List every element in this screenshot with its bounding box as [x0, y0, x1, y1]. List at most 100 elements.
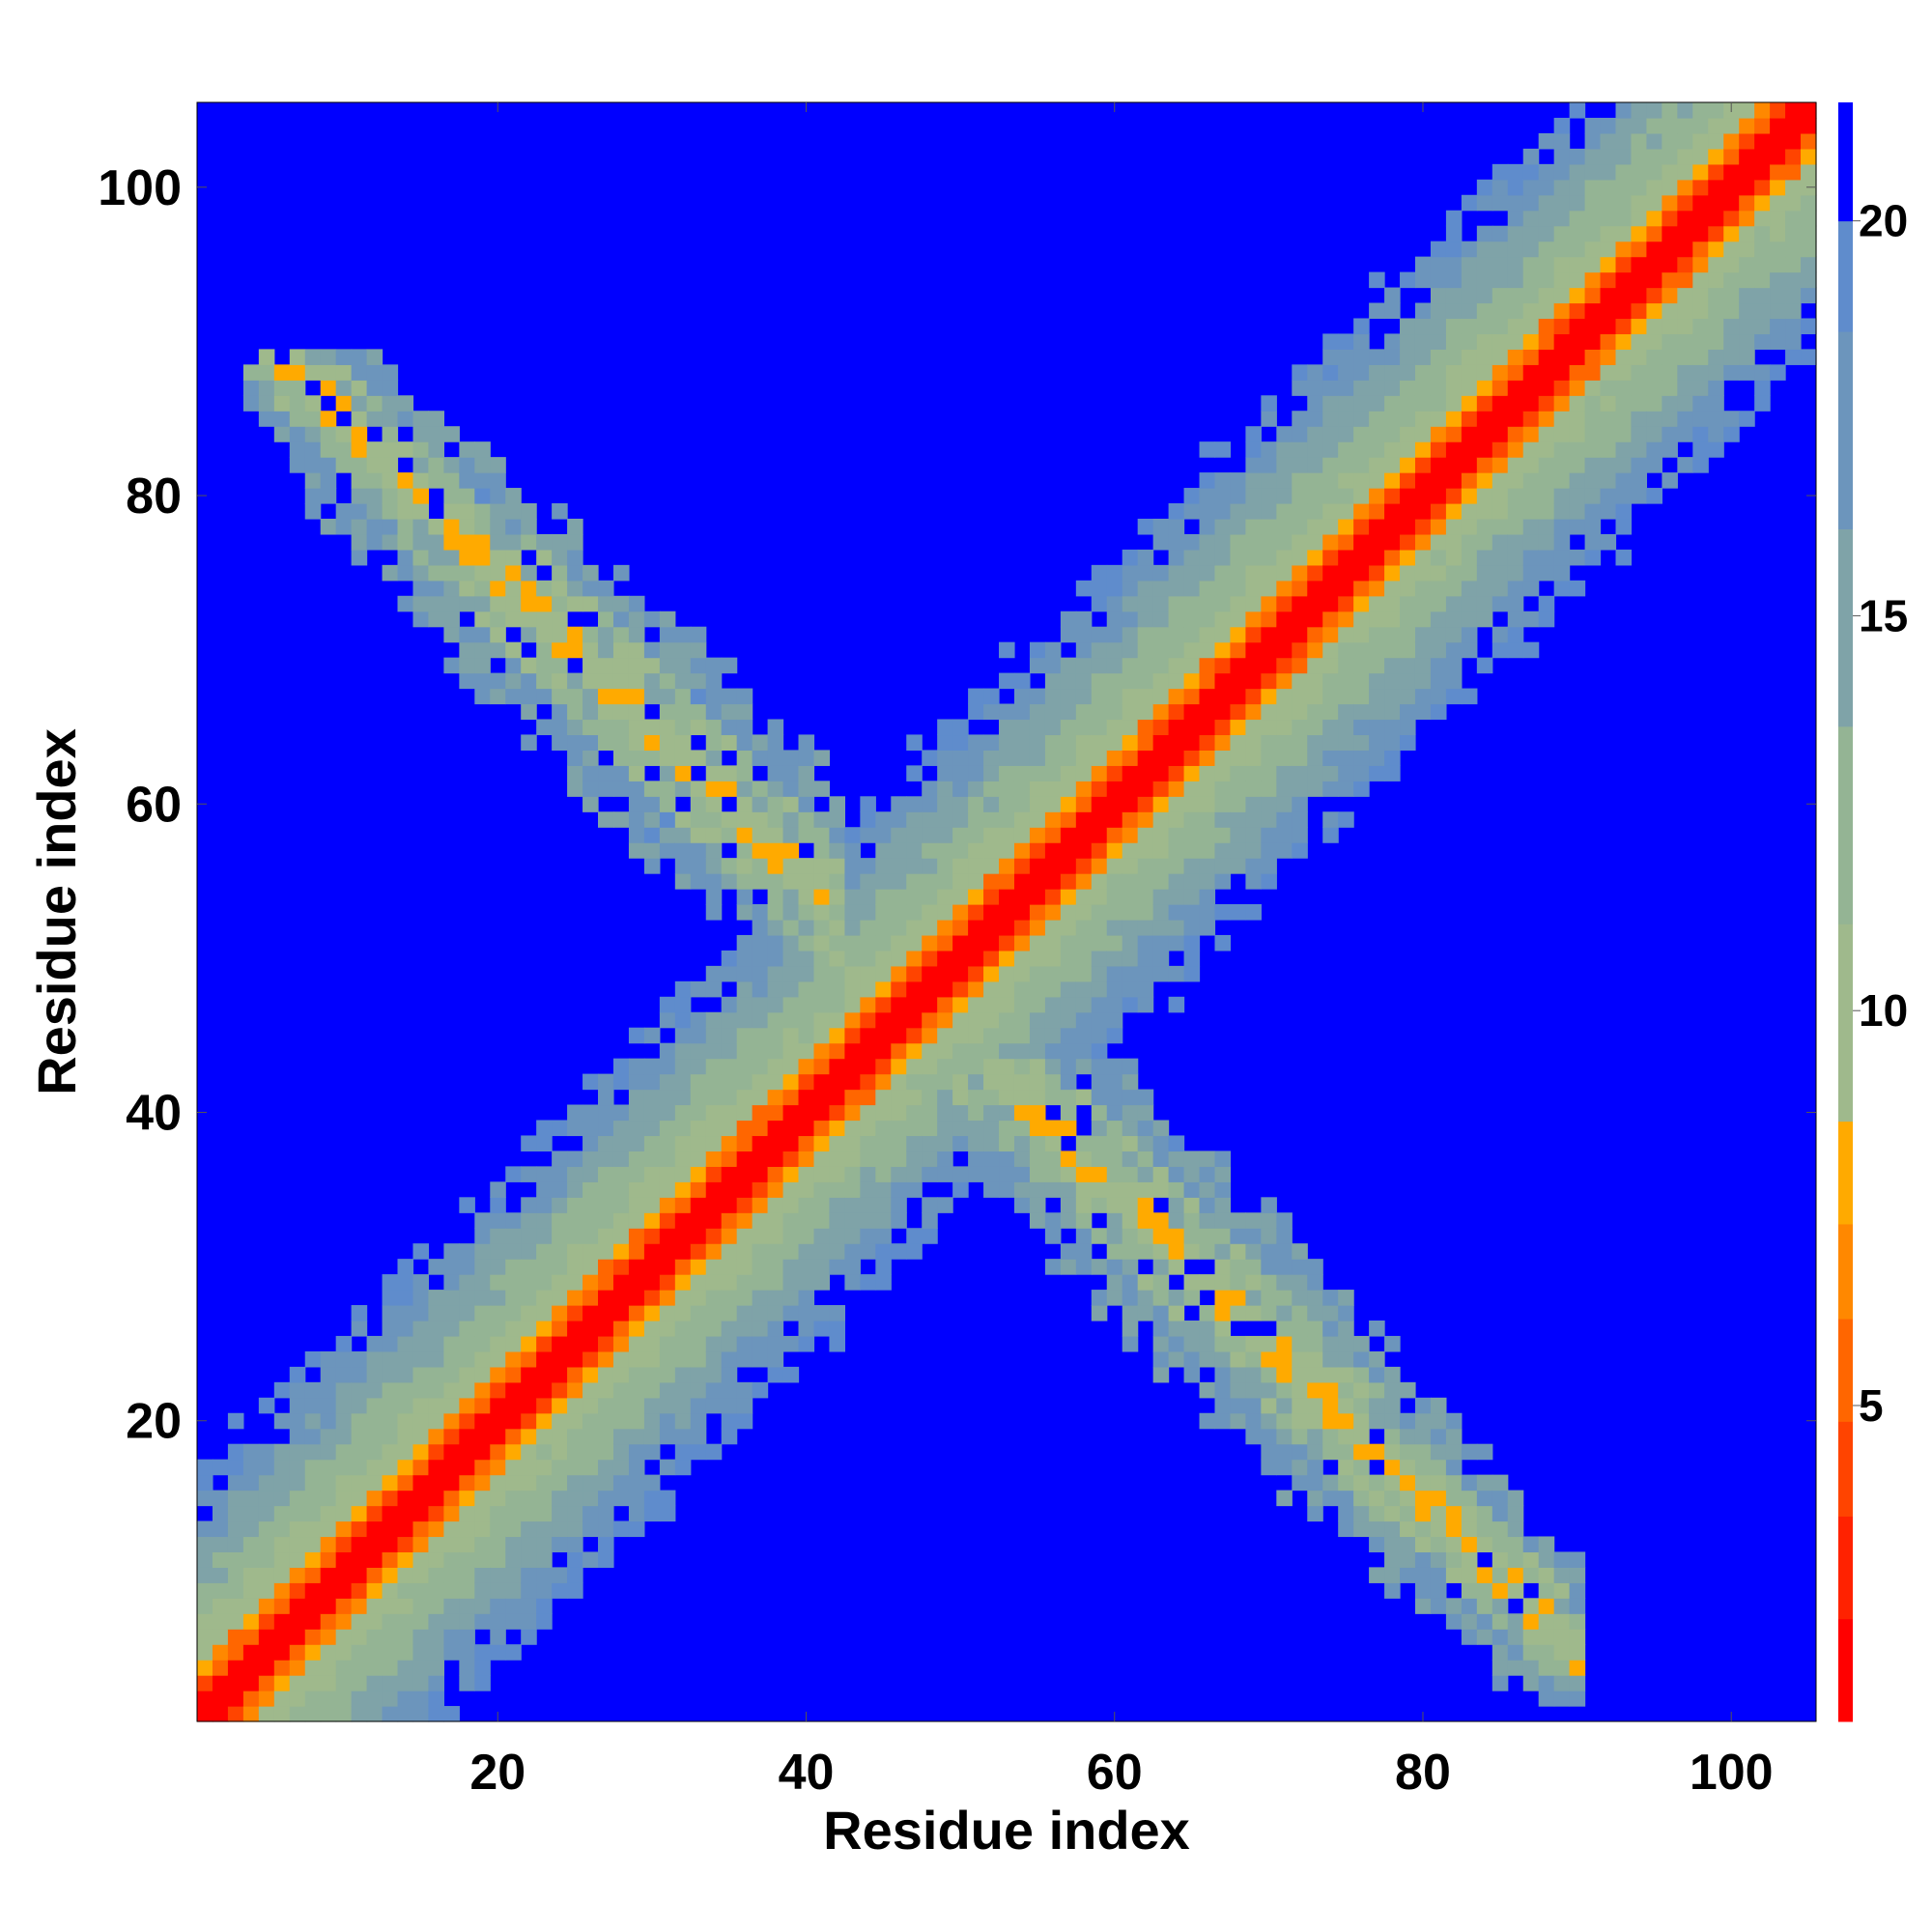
heatmap-cell	[829, 1335, 845, 1352]
heatmap-cell	[552, 1350, 568, 1368]
heatmap-cell	[1384, 672, 1401, 690]
heatmap-cell	[474, 1381, 491, 1399]
heatmap-cell	[1261, 1350, 1277, 1368]
heatmap-cell	[1106, 1290, 1123, 1306]
heatmap-cell	[304, 472, 322, 489]
heatmap-cell	[382, 457, 399, 473]
heatmap-cell	[1168, 657, 1185, 674]
heatmap-cell	[1322, 688, 1339, 705]
heatmap-cell	[1044, 688, 1062, 705]
heatmap-cell	[428, 549, 444, 566]
heatmap-cell	[798, 1135, 815, 1152]
heatmap-cell	[1152, 1135, 1170, 1152]
heatmap-cell	[736, 1381, 753, 1399]
heatmap-cell	[397, 1305, 414, 1321]
heatmap-cell	[536, 1320, 553, 1337]
heatmap-cell	[628, 1520, 645, 1538]
heatmap-cell	[844, 858, 861, 874]
heatmap-cell	[1461, 380, 1478, 396]
heatmap-cell	[1584, 518, 1602, 535]
heatmap-cell	[1060, 688, 1077, 705]
heatmap-cell	[242, 1551, 260, 1568]
heatmap-cell	[1569, 1598, 1586, 1614]
heatmap-cell	[1214, 503, 1232, 520]
heatmap-cell	[382, 1567, 399, 1583]
heatmap-cell	[1553, 163, 1571, 181]
heatmap-cell	[659, 1104, 676, 1122]
heatmap-cell	[1692, 210, 1709, 227]
heatmap-cell	[767, 1243, 784, 1260]
heatmap-cell	[1261, 1305, 1277, 1321]
heatmap-cell	[937, 889, 953, 905]
heatmap-cell	[767, 919, 784, 936]
heatmap-cell	[1384, 1428, 1401, 1445]
heatmap-cell	[227, 1629, 244, 1645]
heatmap-cell	[1091, 672, 1108, 690]
heatmap-cell	[1569, 472, 1586, 489]
heatmap-cell	[1338, 1397, 1354, 1414]
heatmap-cell	[1122, 580, 1139, 597]
heatmap-cell	[1708, 210, 1724, 227]
heatmap-cell	[782, 1305, 800, 1321]
heatmap-cell	[999, 950, 1015, 967]
heatmap-cell	[1292, 1290, 1308, 1306]
heatmap-cell	[459, 1629, 475, 1645]
heatmap-cell	[1060, 1259, 1077, 1275]
heatmap-cell	[1214, 549, 1232, 566]
heatmap-cell	[1276, 1459, 1293, 1476]
heatmap-cell	[1322, 827, 1339, 843]
heatmap-cell	[1292, 580, 1308, 597]
heatmap-cell	[906, 1166, 923, 1182]
heatmap-cell	[1322, 580, 1339, 597]
heatmap-cell	[1476, 1505, 1493, 1522]
heatmap-cell	[1292, 1397, 1308, 1414]
heatmap-cell	[567, 580, 583, 597]
heatmap-cell	[412, 1660, 430, 1676]
heatmap-cell	[1414, 1505, 1432, 1522]
heatmap-cell	[1292, 564, 1308, 582]
heatmap-cell	[1553, 179, 1571, 196]
heatmap-cell	[1245, 750, 1262, 766]
heatmap-cell	[952, 1120, 969, 1137]
heatmap-cell	[1029, 827, 1046, 843]
heatmap-cell	[1183, 564, 1201, 582]
heatmap-cell	[690, 796, 707, 812]
heatmap-cell	[721, 1290, 738, 1306]
heatmap-cell	[1029, 1120, 1046, 1137]
heatmap-cell	[1662, 318, 1678, 335]
heatmap-cell	[1152, 934, 1170, 952]
heatmap-cell	[1044, 827, 1062, 843]
heatmap-cell	[1292, 734, 1308, 751]
colorbar-segment	[1838, 1121, 1853, 1225]
heatmap-cell	[582, 734, 599, 751]
heatmap-cell	[813, 1011, 831, 1029]
heatmap-cell	[674, 641, 692, 659]
heatmap-cell	[443, 1428, 460, 1445]
heatmap-cell	[752, 1228, 769, 1244]
heatmap-cell	[1770, 163, 1786, 181]
heatmap-cell	[1400, 426, 1416, 442]
heatmap-cell	[1060, 811, 1077, 828]
heatmap-cell	[1044, 965, 1062, 982]
heatmap-cell	[1245, 1335, 1262, 1352]
heatmap-cell	[1276, 1335, 1293, 1352]
heatmap-cell	[397, 1675, 414, 1691]
heatmap-cell	[628, 1428, 645, 1445]
heatmap-cell	[1137, 688, 1154, 705]
heatmap-cell	[1230, 1350, 1247, 1368]
colorbar-segment	[1838, 725, 1853, 924]
heatmap-cell	[752, 796, 769, 812]
heatmap-cell	[952, 996, 969, 1013]
heatmap-cell	[1137, 1197, 1154, 1213]
heatmap-cell	[612, 719, 630, 736]
heatmap-cell	[582, 781, 599, 797]
heatmap-cell	[705, 1243, 723, 1260]
heatmap-cell	[690, 781, 707, 797]
heatmap-cell	[1245, 580, 1262, 597]
heatmap-cell	[1261, 564, 1277, 582]
heatmap-cell	[1214, 873, 1232, 890]
heatmap-cell	[1461, 426, 1478, 442]
heatmap-cell	[1106, 703, 1123, 721]
heatmap-cell	[1152, 950, 1170, 967]
heatmap-cell	[1106, 904, 1123, 921]
